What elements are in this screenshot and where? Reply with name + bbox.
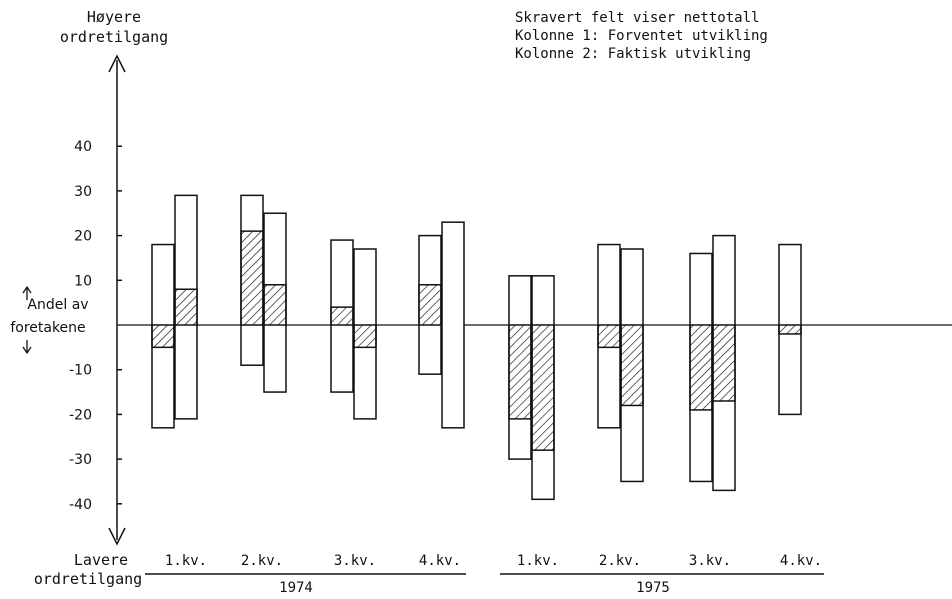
zero-label-up-arrow-icon <box>22 285 32 300</box>
bar-actual-net <box>353 324 377 349</box>
y-axis-up-arrow <box>108 54 126 73</box>
y-tick-label: 40 <box>74 139 92 155</box>
bar-expected-net <box>418 284 442 326</box>
bar-expected-net <box>597 324 621 349</box>
x-axis-labels: 1.kv. 2.kv. 3.kv. 4.kv. 1.kv. 2.kv. 3.kv. 4.kv.… <box>145 553 824 596</box>
bar-expected-net <box>778 324 802 335</box>
bars <box>151 194 802 501</box>
bar-expected <box>778 243 802 416</box>
bar-actual-range <box>441 221 465 429</box>
bar-expected <box>508 275 532 460</box>
quarter-label: 1.kv. <box>517 553 559 569</box>
quarter-label: 4.kv. <box>419 553 461 569</box>
y-tick-label: -20 <box>69 407 92 423</box>
bar-actual <box>174 194 198 420</box>
zero-label-line2: foretakene <box>10 320 85 336</box>
quarter-label: 2.kv. <box>599 553 641 569</box>
bar-actual-net <box>263 284 287 326</box>
y-axis-down-arrow <box>108 527 126 546</box>
bar-actual <box>531 275 555 501</box>
bar-actual <box>441 221 465 429</box>
bar-actual-net <box>712 324 736 402</box>
y-axis-top-label-line1: Høyere <box>87 8 141 26</box>
y-tick-label: -30 <box>69 452 92 468</box>
bar-actual <box>712 234 736 492</box>
bar-expected <box>689 252 713 483</box>
zero-label-line1: Andel av <box>27 297 88 313</box>
legend-line-2: Kolonne 1: Forventet utvikling <box>515 28 768 44</box>
y-tick-label: -40 <box>69 497 92 513</box>
bar-expected-net <box>689 324 713 411</box>
y-axis-top-label-line2: ordretilgang <box>60 28 168 46</box>
y-tick-label: 30 <box>74 184 92 200</box>
y-axis-bottom-label-line2: ordretilgang <box>34 570 142 588</box>
y-axis-bottom-label-line1: Lavere <box>74 551 128 569</box>
bar-expected-net <box>240 230 264 326</box>
bar-expected <box>597 243 621 429</box>
bar-expected <box>151 243 175 429</box>
quarter-label: 3.kv. <box>334 553 376 569</box>
legend-line-3: Kolonne 2: Faktisk utvikling <box>515 46 751 62</box>
y-tick-label: 20 <box>74 229 92 245</box>
y-tick-label: -10 <box>69 363 92 379</box>
bar-actual-net <box>531 324 555 451</box>
quarter-label: 1.kv. <box>165 553 207 569</box>
bar-actual <box>263 212 287 393</box>
zero-label-down-arrow-icon <box>22 340 32 355</box>
y-axis-ticks: 40 30 20 10 -10 -20 -30 -40 <box>69 139 122 513</box>
quarter-label: 2.kv. <box>241 553 283 569</box>
bar-actual <box>620 248 644 483</box>
year-label: 1975 <box>636 580 670 596</box>
y-tick-label: 10 <box>74 273 92 289</box>
year-label: 1974 <box>279 580 313 596</box>
quarter-label: 4.kv. <box>780 553 822 569</box>
bar-expected-net <box>508 324 532 420</box>
bar-expected <box>418 234 442 375</box>
bar-actual-net <box>620 324 644 407</box>
bar-actual-net <box>174 288 198 326</box>
bar-expected-net <box>330 306 354 326</box>
bar-expected <box>330 239 354 393</box>
bar-expected <box>240 194 264 366</box>
bar-expected-net <box>151 324 175 349</box>
bar-actual <box>353 248 377 420</box>
quarter-label: 3.kv. <box>689 553 731 569</box>
legend-line-1: Skravert felt viser nettotall <box>515 10 759 26</box>
